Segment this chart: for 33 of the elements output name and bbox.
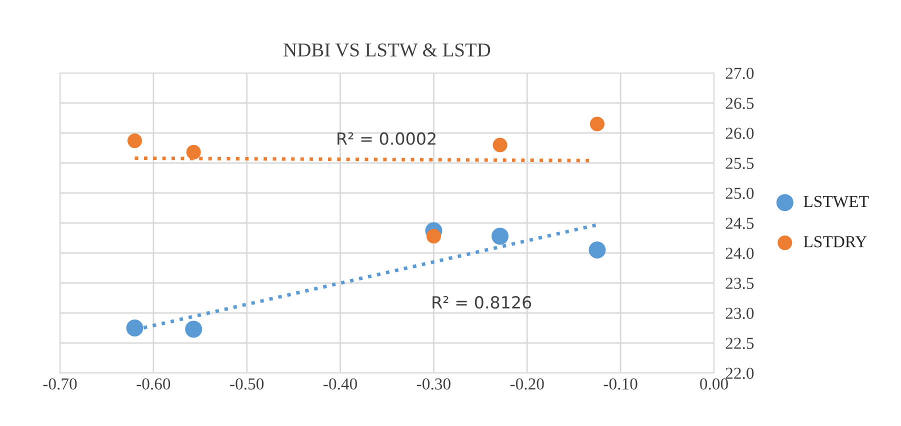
y-tick-label: 22.0: [726, 368, 754, 380]
point: [127, 134, 142, 148]
y-tick-label: 27.0: [726, 68, 754, 80]
y-tick-label: 24.0: [726, 248, 754, 260]
x-tick-label: -0.50: [230, 378, 264, 390]
y-tick-label: 23.0: [726, 308, 754, 320]
y-tick-label: 26.0: [726, 128, 754, 140]
legend-label: LSTDRY: [804, 236, 867, 248]
x-tick-label: -0.60: [136, 378, 170, 390]
x-tick-label: 0.00: [700, 378, 728, 390]
point: [590, 116, 604, 132]
chart-title: NDBI VS LSTW & LSTD: [284, 43, 490, 57]
y-tick-label: 26.5: [726, 98, 754, 110]
point: [492, 138, 508, 152]
point: [588, 241, 606, 259]
x-tick-label: -0.10: [604, 378, 638, 390]
x-tick-label: -0.30: [416, 378, 450, 390]
annotation: R² = 0.8126: [432, 296, 532, 309]
y-tick-label: 22.5: [726, 338, 754, 350]
point: [426, 228, 441, 244]
x-tick-label: -0.40: [324, 378, 358, 390]
point: [186, 144, 201, 160]
annotation: R² = 0.0002: [338, 132, 436, 145]
point: [492, 228, 509, 245]
legend-label: LSTWET: [804, 196, 869, 208]
x-tick-label: -0.20: [510, 378, 544, 390]
y-tick-label: 25.5: [726, 158, 754, 170]
y-tick-label: 23.5: [726, 278, 754, 290]
x-tick-label: -0.70: [43, 378, 77, 390]
point: [126, 319, 144, 337]
y-tick-label: 24.5: [726, 218, 754, 230]
y-tick-label: 25.0: [726, 188, 754, 200]
point: [185, 320, 202, 338]
